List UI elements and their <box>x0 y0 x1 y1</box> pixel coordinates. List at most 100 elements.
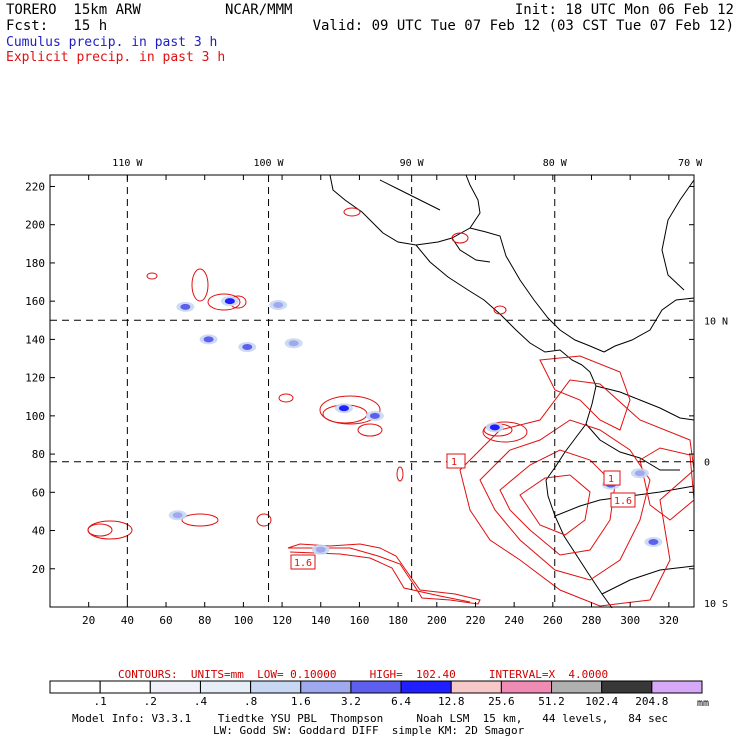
colorbar-label: 204.8 <box>635 695 668 708</box>
contour <box>146 272 158 280</box>
y-tick-label: 200 <box>25 219 45 232</box>
organization: NCAR/MMM <box>225 2 293 18</box>
explicit-contours <box>87 207 695 607</box>
contour <box>539 355 631 431</box>
valid-time: Valid: 09 UTC Tue 07 Feb 12 (03 CST Tue … <box>312 18 734 34</box>
colorbar-label: .2 <box>144 695 157 708</box>
cumulus-precip-marks <box>168 296 663 555</box>
contour <box>287 543 481 605</box>
colorbar-label: 3.2 <box>341 695 361 708</box>
contour <box>343 207 361 217</box>
coastline-central-america <box>415 244 583 366</box>
border-interior-4 <box>601 565 695 595</box>
y-tick-label: 220 <box>25 180 45 193</box>
lat-label: 10 N <box>704 316 728 327</box>
colorbar <box>49 680 703 694</box>
cumulus-cell <box>648 539 659 546</box>
contour <box>87 520 133 540</box>
contour-label: 1.6 <box>614 496 632 507</box>
cumulus-cell <box>203 336 214 343</box>
contour <box>639 447 695 521</box>
colorbar-label: .1 <box>94 695 107 708</box>
cumulus-cell <box>224 298 235 305</box>
border-north-1 <box>379 179 441 211</box>
x-tick-label: 120 <box>272 614 292 627</box>
colorbar-label: 1.6 <box>291 695 311 708</box>
contour <box>181 513 219 527</box>
colorbar-swatch <box>149 680 201 694</box>
x-tick-label: 200 <box>427 614 447 627</box>
border-north-2 <box>451 237 491 263</box>
cumulus-cell <box>634 470 645 477</box>
y-tick-label: 120 <box>25 372 45 385</box>
axis-tick-labels: 20 40 60 80 100 120 140 160 180 200 220 240 260 280 30… <box>25 180 679 627</box>
contour <box>319 395 381 425</box>
coastline <box>329 174 695 609</box>
colorbar-swatch <box>601 680 653 694</box>
cumulus-cell <box>315 546 326 553</box>
x-tick-label: 260 <box>543 614 563 627</box>
init-time: Init: 18 UTC Mon 06 Feb 12 <box>514 2 734 18</box>
colorbar-swatch <box>400 680 452 694</box>
x-tick-label: 20 <box>82 614 95 627</box>
colorbar-swatch <box>651 680 703 694</box>
lon-label: 70 W <box>678 158 703 169</box>
lon-label: 80 W <box>543 158 568 169</box>
coastline-caribbean <box>469 227 605 353</box>
border-interior-1 <box>595 385 695 421</box>
lat-lon-gridlines <box>50 175 694 607</box>
y-tick-label: 60 <box>32 486 45 499</box>
cumulus-cell <box>180 303 191 310</box>
y-tick-label: 80 <box>32 448 45 461</box>
coastline-north <box>329 174 481 246</box>
legend-explicit: Explicit precip. in past 3 h <box>6 50 226 65</box>
cumulus-cell <box>489 424 500 431</box>
colorbar-unit: mm <box>697 698 709 709</box>
colorbar-label: 25.6 <box>488 695 515 708</box>
lat-label: 0 <box>704 458 710 469</box>
colorbar-label: 12.8 <box>438 695 465 708</box>
x-tick-label: 160 <box>349 614 369 627</box>
cumulus-cell <box>288 340 299 347</box>
contour <box>499 449 616 556</box>
legend-cumulus: Cumulus precip. in past 3 h <box>6 35 218 50</box>
contour-label-box <box>290 554 316 570</box>
y-tick-label: 180 <box>25 257 45 270</box>
physics-info-line: LW: Godd SW: Goddard DIFF simple KM: 2D … <box>213 724 525 737</box>
contour <box>493 305 507 315</box>
plot-frame <box>49 174 695 608</box>
model-name: TORERO 15km ARW <box>6 2 141 18</box>
border-andes <box>603 297 695 353</box>
cumulus-cell <box>338 405 349 412</box>
axis-ticks <box>50 175 694 607</box>
contour <box>451 232 469 244</box>
y-tick-label: 160 <box>25 295 45 308</box>
contour-label: 1 <box>608 474 614 485</box>
cumulus-cell <box>172 512 183 519</box>
contour-label-box <box>446 453 466 469</box>
contour <box>278 393 294 403</box>
geo-labels: 110 W 100 W 90 W 80 W 70 W 10 N 0 10 S <box>112 158 728 610</box>
contour <box>256 513 272 527</box>
contour-label-box <box>610 492 636 508</box>
x-tick-label: 100 <box>233 614 253 627</box>
lon-label: 100 W <box>253 158 284 169</box>
contour-label: 1 <box>451 457 457 468</box>
contour-label: 1.6 <box>294 558 312 569</box>
colorbar-swatch <box>300 680 352 694</box>
y-tick-label: 20 <box>32 563 45 576</box>
colorbar-label: .4 <box>194 695 208 708</box>
colorbar-swatch <box>551 680 603 694</box>
x-tick-label: 280 <box>582 614 602 627</box>
contour <box>357 423 383 437</box>
y-tick-label: 100 <box>25 410 45 423</box>
cumulus-cell <box>369 412 380 419</box>
colorbar-swatch <box>500 680 553 694</box>
colorbar-swatch <box>199 680 252 694</box>
colorbar-swatch <box>450 680 502 694</box>
x-tick-label: 80 <box>198 614 211 627</box>
contour <box>87 523 113 537</box>
contour <box>207 293 241 311</box>
x-tick-label: 300 <box>620 614 640 627</box>
coastline-south-america <box>545 364 613 609</box>
